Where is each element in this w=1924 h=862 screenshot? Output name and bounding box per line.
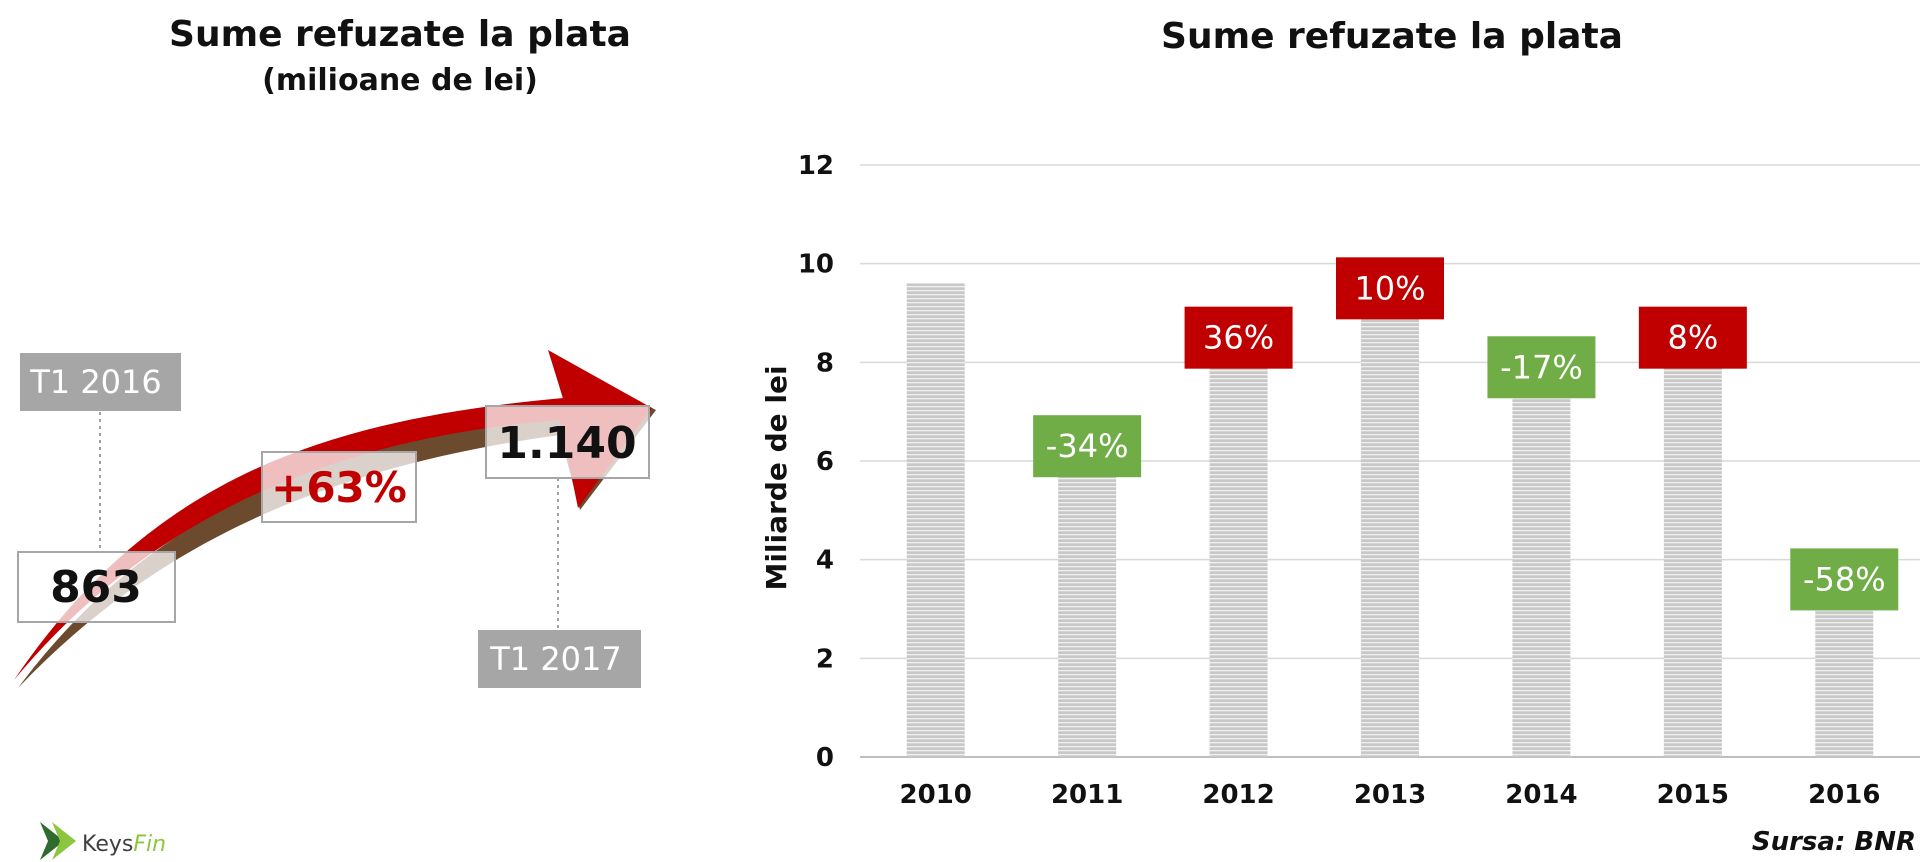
change-tag-label: -34%: [1046, 427, 1129, 465]
y-tick-label: 6: [816, 447, 834, 477]
change-tag-box: [1184, 306, 1293, 369]
x-tick-label: 2010: [900, 780, 972, 810]
x-tick-label: 2013: [1354, 780, 1426, 810]
start-value-box: [17, 551, 176, 623]
x-tick-label: 2011: [1051, 780, 1123, 810]
start-period-box: [20, 353, 181, 411]
y-tick-label: 4: [816, 546, 834, 576]
bar: [1663, 337, 1722, 757]
change-tag-box: [1033, 415, 1142, 478]
logo-text-keys: Keys: [82, 832, 133, 857]
start-period-label: T1 2016: [29, 363, 162, 401]
y-tick-label: 12: [798, 151, 834, 181]
x-tick-label: 2014: [1505, 780, 1577, 810]
change-tag-label: -58%: [1803, 560, 1886, 598]
logo-text: KeysFin: [82, 832, 166, 857]
end-period-box: [478, 630, 641, 688]
x-tick-labels: 2010 2011 2012 2013 2014 2015 2016: [900, 780, 1881, 810]
change-tag-label: -17%: [1500, 348, 1583, 386]
keysfin-logo: KeysFin: [40, 822, 166, 860]
y-axis-label: Miliarde de lei: [760, 365, 793, 590]
change-value: +63%: [271, 463, 407, 512]
change-tag-box: [1638, 306, 1747, 369]
left-panel: Sume refuzate la plata (milioane de lei)…: [14, 14, 656, 688]
change-box: [261, 451, 417, 523]
left-subtitle: (milioane de lei): [262, 63, 538, 98]
bar: [1361, 288, 1419, 757]
x-tick-label: 2016: [1808, 780, 1880, 810]
y-tick-label: 8: [816, 348, 834, 378]
end-value: 1.140: [497, 418, 636, 469]
y-tick-label: 10: [798, 250, 834, 280]
source-note: Sursa: BNR: [1752, 827, 1916, 857]
y-tick-label: 0: [816, 743, 834, 773]
change-tag-box: [1487, 336, 1596, 399]
logo-chevron-light-icon: [52, 822, 76, 860]
bar: [1512, 367, 1571, 757]
y-tick-labels: 0 2 4 6 8 10 12: [798, 151, 834, 773]
bar: [906, 283, 965, 757]
change-tag-box: [1336, 257, 1444, 320]
x-tick-label: 2012: [1202, 780, 1274, 810]
bar: [1058, 446, 1117, 757]
change-tag-label: 10%: [1354, 269, 1425, 307]
bar-chart: Sume refuzate la plata Miliarde de lei 0…: [760, 16, 1920, 857]
chart-title: Sume refuzate la plata: [1161, 16, 1623, 57]
change-tag-label: 8%: [1667, 319, 1718, 357]
logo-text-fin: Fin: [133, 832, 166, 857]
change-tag-box: [1790, 548, 1899, 611]
change-tags: -34% 36% 10% -17% 8% -58%: [1033, 257, 1899, 611]
start-value: 863: [50, 562, 142, 613]
end-period-label: T1 2017: [489, 640, 622, 678]
bar: [1209, 337, 1268, 757]
left-title: Sume refuzate la plata: [169, 14, 631, 55]
change-tag-label: 36%: [1203, 319, 1274, 357]
y-tick-label: 2: [816, 644, 834, 674]
x-tick-label: 2015: [1657, 780, 1729, 810]
logo-chevron-icon: [40, 822, 64, 860]
end-value-box: [485, 405, 650, 479]
growth-arrow: [14, 350, 652, 680]
